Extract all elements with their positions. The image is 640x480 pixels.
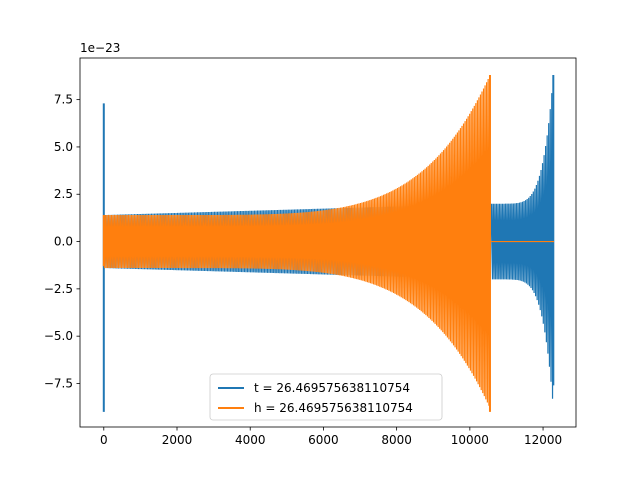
y-tick-label: −7.5 (44, 376, 73, 390)
legend-label: h = 26.469575638110754 (254, 401, 413, 415)
x-tick-label: 2000 (162, 433, 193, 447)
y-tick-label: −2.5 (44, 282, 73, 296)
y-tick-label: 0.0 (54, 235, 73, 249)
x-tick-label: 12000 (524, 433, 562, 447)
y-tick-label: 2.5 (54, 187, 73, 201)
y-tick-label: 7.5 (54, 93, 73, 107)
legend-box (209, 373, 443, 421)
y-tick-label: 5.0 (54, 140, 73, 154)
y-axis: −7.5 −5.0 −2.5 0.0 2.5 5.0 7.5 (44, 93, 80, 390)
plot-area (102, 75, 555, 412)
legend-label: t = 26.469575638110754 (254, 381, 410, 395)
legend: t = 26.469575638110754 h = 26.46957563811… (209, 373, 443, 421)
y-tick-label: −5.0 (44, 329, 73, 343)
x-tick-label: 0 (100, 433, 108, 447)
axes-frame (79, 57, 577, 428)
x-tick-label: 6000 (308, 433, 339, 447)
y-offset-label: 1e−23 (80, 41, 120, 55)
series-line (103, 75, 555, 406)
series-h (102, 75, 555, 412)
x-tick-label: 8000 (381, 433, 412, 447)
x-axis: 0 2000 4000 6000 8000 10000 12000 (100, 427, 562, 447)
x-tick-label: 4000 (235, 433, 266, 447)
x-tick-label: 10000 (451, 433, 489, 447)
